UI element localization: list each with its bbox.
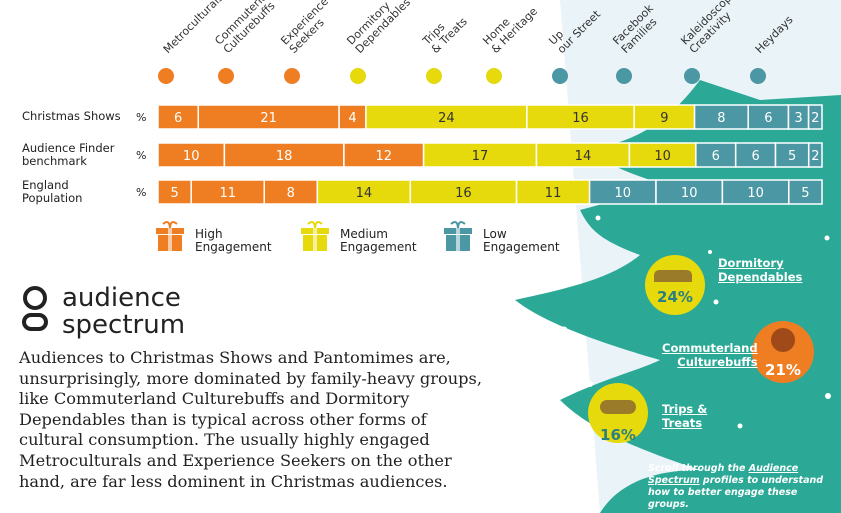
bar-value-label: 10 <box>183 149 200 164</box>
brand-line-2: spectrum <box>62 310 186 340</box>
column-dot <box>158 68 174 84</box>
bar-segment <box>526 104 635 130</box>
callout-commuterland[interactable]: Commuterland Culturebuffs <box>662 341 758 369</box>
bar-value-label: 11 <box>219 186 236 201</box>
callout-dormitory[interactable]: Dormitory Dependables <box>718 256 803 284</box>
bar-segment <box>515 179 591 205</box>
bar-value-label: 12 <box>375 149 392 164</box>
gift-icon <box>301 221 329 251</box>
bar-value-label: 14 <box>356 186 373 201</box>
bar-value-label: 8 <box>287 186 295 201</box>
bar-value-label: 18 <box>276 149 293 164</box>
unit-label: % <box>136 186 147 199</box>
bar-value-label: 21 <box>260 111 277 126</box>
teapot-icon <box>654 270 692 282</box>
column-dot <box>350 68 366 84</box>
footnote: Scroll through the Audience Spectrum pro… <box>648 463 824 510</box>
audience-spectrum-link[interactable]: Audience Spectrum <box>648 463 799 486</box>
bar-value-label: 10 <box>681 186 698 201</box>
bar-segment <box>263 179 319 205</box>
row-label: Audience Finder benchmark <box>22 141 115 168</box>
body-paragraph: Audiences to Christmas Shows and Pantomi… <box>19 348 482 491</box>
trips-pct: 16% <box>600 426 636 444</box>
column-dot <box>616 68 632 84</box>
bar-value-label: 3 <box>794 111 802 126</box>
column-dot <box>284 68 300 84</box>
bar-value-label: 11 <box>545 186 562 201</box>
bar-segment <box>157 179 192 205</box>
bar-segment <box>807 142 823 168</box>
row-label: Christmas Shows <box>22 109 121 123</box>
bar-value-label: 6 <box>751 149 759 164</box>
bar-segment <box>422 142 538 168</box>
bar-value-label: 10 <box>654 149 671 164</box>
mask-icon <box>600 400 636 414</box>
row-label: England Population <box>22 178 83 205</box>
bar-value-label: 5 <box>801 186 809 201</box>
bar-segment <box>788 179 823 205</box>
unit-label: % <box>136 111 147 124</box>
commuterland-pct: 21% <box>765 361 801 379</box>
bar-segment <box>628 142 697 168</box>
bar-value-label: 8 <box>717 111 725 126</box>
column-dot <box>486 68 502 84</box>
brand-line-1: audience <box>62 283 181 313</box>
bar-segment <box>807 104 823 130</box>
bar-value-label: 16 <box>572 111 589 126</box>
bar-segment <box>695 142 737 168</box>
rugby-ball-icon <box>771 328 795 352</box>
bar-segment <box>365 104 528 130</box>
bar-segment <box>655 179 724 205</box>
column-dot <box>426 68 442 84</box>
bar-value-label: 5 <box>788 149 796 164</box>
bar-value-label: 16 <box>455 186 472 201</box>
gift-icon <box>444 221 472 251</box>
dormitory-pct: 24% <box>657 288 693 306</box>
unit-label: % <box>136 149 147 162</box>
bar-value-label: 2 <box>811 149 819 164</box>
callout-trips[interactable]: Trips & Treats <box>662 402 708 430</box>
bar-value-label: 10 <box>615 186 632 201</box>
bar-segment <box>588 179 657 205</box>
legend-label: Low Engagement <box>483 227 560 254</box>
bar-segment <box>409 179 518 205</box>
bar-value-label: 6 <box>712 149 720 164</box>
legend-label: Medium Engagement <box>340 227 417 254</box>
bar-value-label: 6 <box>174 111 182 126</box>
bar-value-label: 24 <box>438 111 455 126</box>
dormitory-bubble <box>645 255 705 315</box>
bar-value-label: 10 <box>747 186 764 201</box>
bar-segment <box>338 104 367 130</box>
bar-segment <box>223 142 345 168</box>
bar-value-label: 2 <box>811 111 819 126</box>
bar-segment <box>197 104 340 130</box>
bar-segment <box>633 104 696 130</box>
bar-segment <box>774 142 810 168</box>
column-dot <box>218 68 234 84</box>
bar-value-label: 4 <box>348 111 356 126</box>
bar-segment <box>316 179 412 205</box>
column-dot <box>552 68 568 84</box>
column-dot <box>750 68 766 84</box>
audience-spectrum-logo-icon <box>22 286 48 331</box>
bar-value-label: 9 <box>660 111 668 126</box>
bar-value-label: 14 <box>575 149 592 164</box>
bar-value-label: 6 <box>764 111 772 126</box>
legend-label: High Engagement <box>195 227 272 254</box>
gift-icon <box>156 221 184 251</box>
bar-value-label: 17 <box>472 149 489 164</box>
bar-segment <box>535 142 631 168</box>
bar-value-label: 5 <box>170 186 178 201</box>
column-dot <box>684 68 700 84</box>
